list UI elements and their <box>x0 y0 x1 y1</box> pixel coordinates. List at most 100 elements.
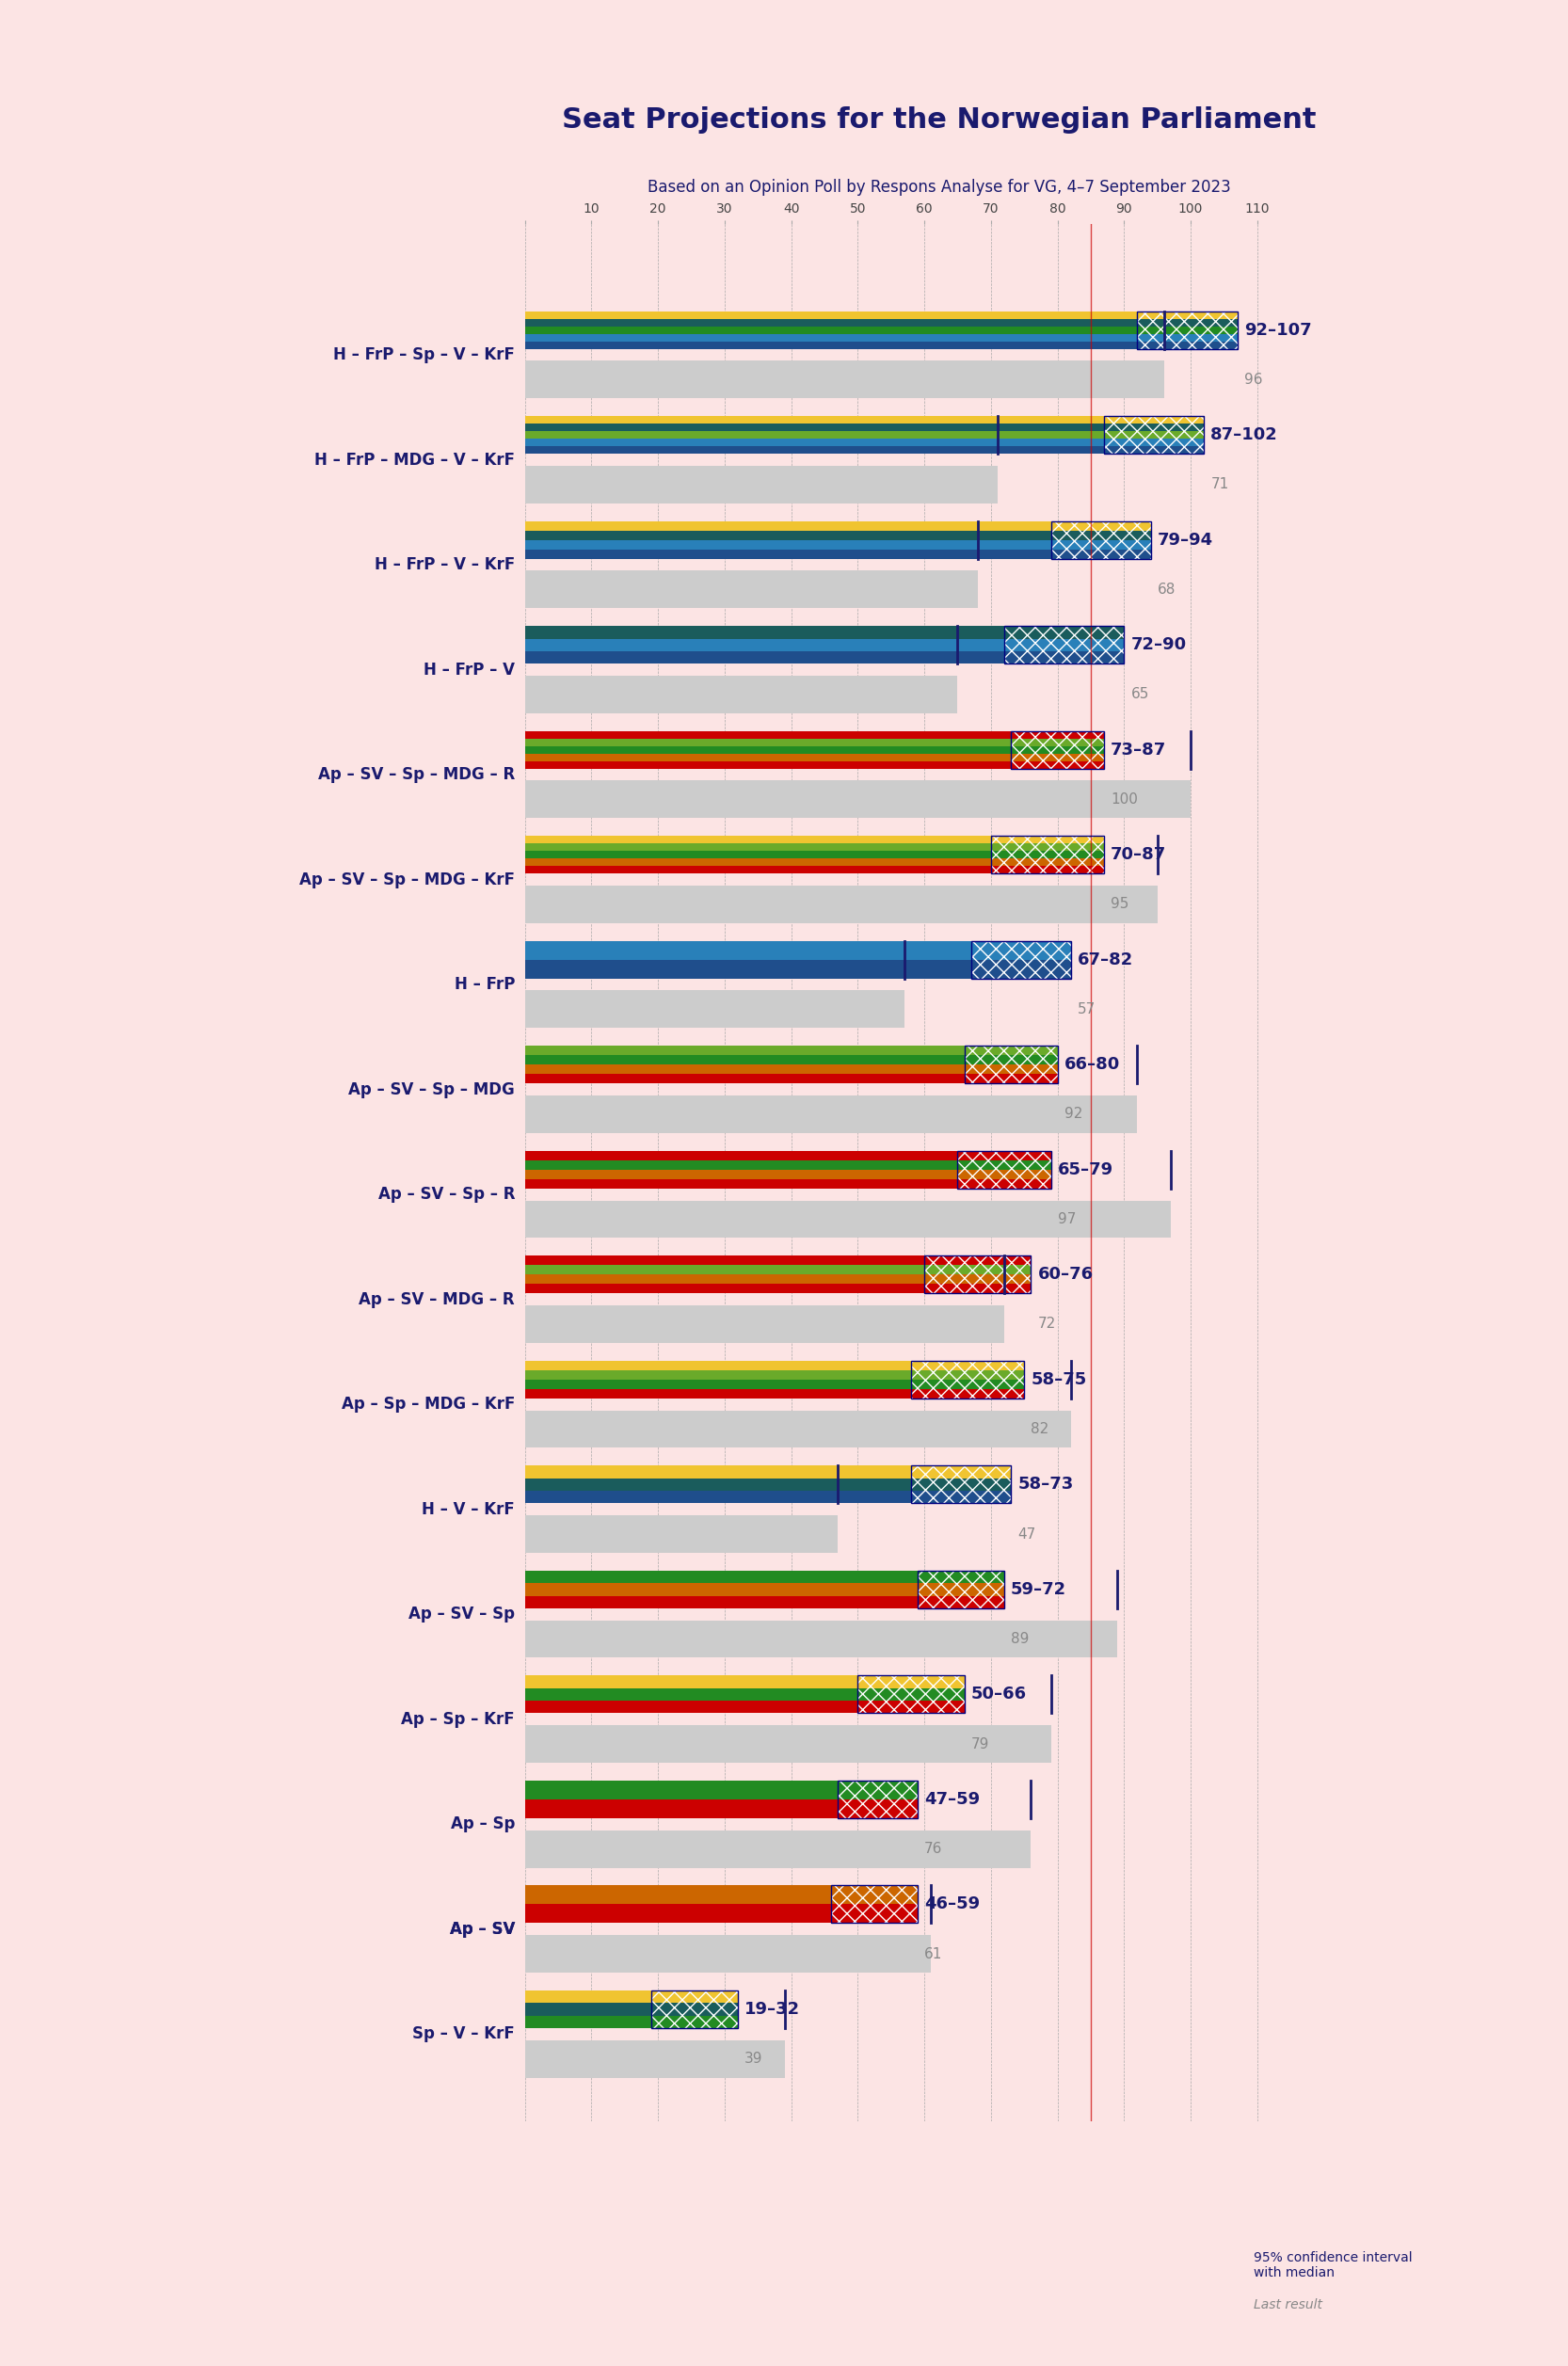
Bar <box>525 1095 1137 1133</box>
Text: 73–87: 73–87 <box>1110 741 1167 759</box>
Bar <box>525 1725 1051 1763</box>
Text: Last result: Last result <box>1254 2300 1323 2312</box>
Bar <box>991 835 1104 873</box>
Bar <box>525 521 1051 530</box>
Text: 50–66: 50–66 <box>971 1687 1027 1704</box>
Bar <box>525 1159 958 1169</box>
Bar <box>525 2016 651 2028</box>
Bar <box>525 466 997 504</box>
Bar <box>911 1491 1011 1502</box>
Text: 67–82: 67–82 <box>1077 951 1134 968</box>
Bar <box>1051 539 1151 549</box>
Bar <box>525 1595 917 1609</box>
Bar <box>1004 627 1124 665</box>
Bar <box>911 1479 1011 1491</box>
Text: H – FrP: H – FrP <box>455 977 514 994</box>
Bar <box>525 1675 858 1689</box>
Bar <box>858 1675 964 1689</box>
Bar <box>525 781 1190 819</box>
Bar <box>525 885 1157 923</box>
Bar <box>651 1990 739 2028</box>
Bar <box>525 327 1137 334</box>
Text: H – FrP – V: H – FrP – V <box>423 662 514 679</box>
Bar <box>525 334 1137 341</box>
Bar <box>837 1782 917 1801</box>
Text: 97: 97 <box>1057 1211 1076 1226</box>
Text: Ap – SV – Sp – MDG – KrF: Ap – SV – Sp – MDG – KrF <box>299 871 514 887</box>
Bar <box>858 1675 964 1713</box>
Bar <box>525 991 905 1029</box>
Text: 92–107: 92–107 <box>1243 322 1311 338</box>
Text: Sp – V – KrF: Sp – V – KrF <box>412 2025 514 2042</box>
Bar <box>958 1150 1051 1159</box>
Text: 68: 68 <box>1157 582 1176 596</box>
Bar <box>958 1159 1051 1169</box>
Text: 76: 76 <box>925 1841 942 1855</box>
Bar <box>525 341 1137 350</box>
Bar <box>525 1275 925 1285</box>
Bar <box>1051 549 1151 558</box>
Bar <box>525 1583 917 1595</box>
Bar <box>1104 440 1204 447</box>
Bar <box>917 1571 1004 1609</box>
Text: Based on an Opinion Poll by Respons Analyse for VG, 4–7 September 2023: Based on an Opinion Poll by Respons Anal… <box>648 180 1231 196</box>
Text: H – V – KrF: H – V – KrF <box>422 1500 514 1517</box>
Bar <box>1051 521 1151 558</box>
Bar <box>911 1360 1024 1398</box>
Bar <box>525 1514 837 1552</box>
Text: 79: 79 <box>971 1737 989 1751</box>
Bar <box>958 1178 1051 1188</box>
Bar <box>1225 2250 1251 2260</box>
Bar <box>858 1701 964 1713</box>
Bar <box>525 440 1104 447</box>
Bar <box>525 1990 651 2004</box>
Text: 95% confidence interval
with median: 95% confidence interval with median <box>1254 2252 1413 2281</box>
Bar <box>1011 745 1104 755</box>
Text: 39: 39 <box>745 2051 764 2066</box>
Bar <box>1137 327 1237 334</box>
Bar <box>525 1178 958 1188</box>
Bar <box>991 835 1104 873</box>
Bar <box>991 835 1104 845</box>
Text: Ap – Sp: Ap – Sp <box>450 1815 514 1834</box>
Bar <box>958 1150 1051 1188</box>
Bar <box>911 1465 1011 1479</box>
Bar <box>525 1169 958 1178</box>
Bar <box>525 1370 911 1379</box>
Bar <box>925 1275 1030 1285</box>
Bar <box>525 1065 964 1074</box>
Bar <box>837 1782 917 1817</box>
Bar <box>858 1675 964 1713</box>
Bar <box>1104 416 1204 424</box>
Bar <box>525 961 971 980</box>
Bar <box>525 2004 651 2016</box>
Bar <box>525 1410 1071 1448</box>
Bar <box>525 319 1137 327</box>
Text: H – FrP – Sp – V – KrF: H – FrP – Sp – V – KrF <box>334 345 514 364</box>
Bar <box>991 859 1104 866</box>
Bar <box>831 1886 917 1924</box>
Bar <box>525 942 971 961</box>
Text: 95: 95 <box>1110 897 1129 911</box>
Bar <box>1051 530 1151 539</box>
Bar <box>525 1055 964 1065</box>
Text: 59–72: 59–72 <box>1011 1580 1066 1597</box>
Bar <box>925 1266 1030 1275</box>
Bar <box>971 942 1071 980</box>
Bar <box>525 1801 837 1817</box>
Bar <box>1011 755 1104 762</box>
Bar <box>525 651 1004 665</box>
Bar <box>525 431 1104 440</box>
Bar <box>525 1285 925 1294</box>
Bar <box>958 1150 1051 1188</box>
Text: 70–87: 70–87 <box>1110 847 1167 864</box>
Bar <box>525 745 1011 755</box>
Text: 60–76: 60–76 <box>1038 1266 1093 1282</box>
Bar <box>525 1886 831 1905</box>
Text: 57: 57 <box>1077 1003 1096 1017</box>
Text: 92: 92 <box>1065 1107 1082 1121</box>
Bar <box>525 835 991 845</box>
Bar <box>1171 2260 1225 2271</box>
Bar <box>1104 416 1204 454</box>
Bar <box>925 1256 1030 1266</box>
